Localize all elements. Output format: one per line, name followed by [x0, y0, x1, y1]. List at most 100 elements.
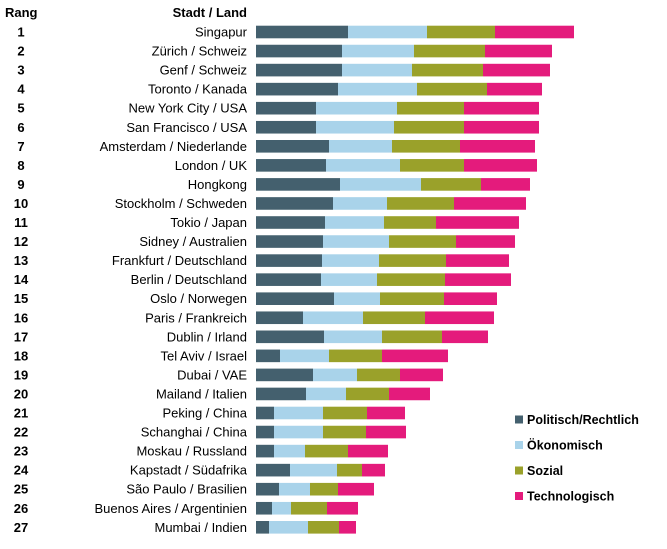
rank-label: 20 — [14, 386, 28, 401]
bar-segment-political — [256, 254, 322, 267]
bar-segment-economic — [274, 444, 305, 458]
bar-segment-economic — [342, 44, 414, 58]
bar-segment-technological — [436, 216, 519, 229]
bar-segment-social — [291, 501, 327, 515]
bar-segment-economic — [324, 330, 382, 344]
city-label: Tokio / Japan — [170, 215, 247, 230]
bar-segment-social — [379, 254, 446, 267]
rank-label: 19 — [14, 367, 28, 382]
bar-segment-economic — [323, 235, 389, 248]
rank-label: 6 — [17, 120, 24, 135]
city-label: Peking / China — [162, 406, 247, 421]
bar-segment-technological — [487, 82, 542, 96]
bar-segment-social — [394, 120, 464, 134]
bar-segment-social — [337, 463, 362, 477]
bar-segment-social — [397, 101, 464, 115]
bar-segment-political — [256, 368, 313, 382]
bar-segment-economic — [340, 178, 421, 191]
legend-label: Politisch/Rechtlich — [527, 413, 639, 427]
rank-label: 5 — [17, 101, 24, 116]
bar-segment-political — [256, 273, 321, 286]
chart-row: 16 Paris / Frankreich — [14, 310, 494, 325]
header-city: Stadt / Land — [173, 5, 247, 20]
bar-segment-economic — [333, 197, 387, 210]
rank-label: 17 — [14, 329, 28, 344]
bar-segment-social — [400, 159, 464, 172]
rank-label: 11 — [14, 215, 28, 230]
rank-label: 23 — [14, 444, 28, 459]
bar-segment-technological — [495, 25, 574, 39]
bar-segment-technological — [456, 235, 515, 248]
chart-row: 26 Buenos Aires / Argentinien — [14, 501, 358, 516]
bar-segment-political — [256, 82, 338, 96]
bar-segment-political — [256, 521, 269, 534]
chart-row: 21 Peking / China — [14, 406, 405, 421]
rank-label: 1 — [17, 25, 24, 40]
bar-segment-social — [310, 482, 338, 496]
bar-segment-economic — [279, 482, 310, 496]
city-label: Dublin / Irland — [167, 329, 247, 344]
bar-segment-technological — [327, 501, 358, 515]
bar-segment-economic — [272, 501, 291, 515]
bar-segment-social — [421, 178, 481, 191]
bar-segment-social — [323, 425, 366, 439]
bar-segment-social — [392, 140, 460, 153]
bar-segment-technological — [446, 254, 509, 267]
bar-segment-political — [256, 406, 274, 420]
bar-segment-social — [387, 197, 454, 210]
rank-label: 21 — [14, 406, 28, 421]
legend-swatch — [515, 441, 523, 449]
rank-label: 25 — [14, 482, 28, 497]
bar-segment-economic — [334, 292, 380, 305]
bar-segment-economic — [326, 159, 400, 172]
bar-segment-technological — [481, 178, 530, 191]
legend-swatch — [515, 492, 523, 500]
bar-segment-technological — [338, 482, 374, 496]
bar-segment-technological — [444, 292, 497, 305]
chart-row: 14 Berlin / Deutschland — [14, 272, 511, 287]
bar-segment-economic — [342, 63, 412, 77]
chart-row: 25 São Paulo / Brasilien — [14, 482, 374, 497]
chart-row: 17 Dublin / Irland — [14, 329, 488, 344]
bar-segment-technological — [460, 140, 535, 153]
city-label: Berlin / Deutschland — [131, 272, 247, 287]
chart-legend: Politisch/Rechtlich Ökonomisch Sozial Techn… — [515, 413, 639, 504]
bar-segment-political — [256, 292, 334, 305]
bar-segment-political — [256, 120, 316, 134]
bar-segment-social — [363, 311, 425, 325]
bar-segment-political — [256, 197, 333, 210]
city-label: Paris / Frankreich — [145, 310, 247, 325]
bar-segment-economic — [269, 521, 308, 534]
bar-segment-social — [308, 521, 339, 534]
bar-segment-technological — [485, 44, 552, 58]
city-label: Stockholm / Schweden — [115, 196, 247, 211]
bar-segment-political — [256, 482, 279, 496]
bar-segment-social — [382, 330, 442, 344]
city-label: Zürich / Schweiz — [152, 44, 247, 59]
chart-row: 9 Hongkong — [17, 177, 530, 192]
bar-segment-economic — [329, 140, 392, 153]
bar-segment-political — [256, 349, 280, 363]
rank-label: 4 — [17, 82, 25, 97]
bar-segment-political — [256, 25, 348, 39]
bar-segment-political — [256, 330, 324, 344]
bar-segment-technological — [454, 197, 526, 210]
bar-segment-social — [384, 216, 436, 229]
bar-segment-economic — [280, 349, 329, 363]
bar-segment-political — [256, 178, 340, 191]
chart-row: 18 Tel Aviv / Israel — [14, 348, 448, 363]
bar-segment-technological — [339, 521, 356, 534]
rank-label: 27 — [14, 520, 28, 535]
legend-swatch — [515, 415, 523, 424]
city-label: Sidney / Australien — [139, 234, 247, 249]
bar-segment-economic — [313, 368, 357, 382]
bar-segment-economic — [274, 425, 323, 439]
city-label: Toronto / Kanada — [148, 82, 248, 97]
rank-label: 14 — [14, 272, 29, 287]
rank-label: 15 — [14, 291, 28, 306]
bar-segment-technological — [348, 444, 388, 458]
rank-label: 13 — [14, 253, 28, 268]
city-label: Dubai / VAE — [177, 367, 247, 382]
city-label: Oslo / Norwegen — [150, 291, 247, 306]
bar-segment-technological — [425, 311, 494, 325]
